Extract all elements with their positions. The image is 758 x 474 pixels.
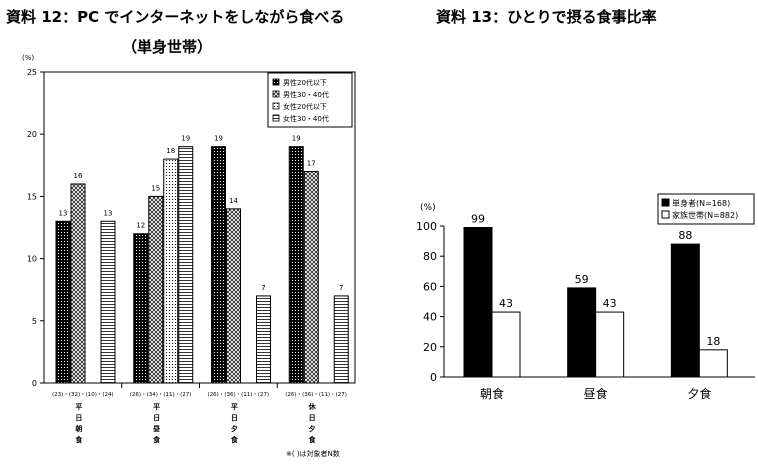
legend-swatch	[272, 90, 280, 98]
x-category-label: 平	[75, 403, 82, 411]
x-category-label: 食	[308, 435, 317, 444]
x-category-label: 夕	[309, 424, 316, 433]
bar	[567, 287, 597, 378]
bar	[595, 311, 625, 378]
y-axis-label: (%)	[420, 203, 436, 213]
y-tick-label: 25	[27, 68, 37, 77]
bar-value-label: 43	[603, 297, 617, 310]
bar-value-label: 18	[706, 335, 720, 348]
x-category-label: 食	[152, 435, 161, 444]
bar-value-label: 16	[74, 172, 83, 180]
bar	[178, 146, 194, 384]
left-bar-chart: (%)0510152025131613(23)・(32)・(10)・(24)平日…	[22, 54, 356, 444]
bar	[100, 220, 116, 384]
x-n-counts: (23)・(32)・(10)・(24)	[52, 392, 114, 398]
x-category-label: 朝食	[480, 386, 504, 401]
x-category-label: 日	[153, 414, 160, 422]
x-category-label: 昼食	[584, 386, 608, 401]
x-category-label: 平	[153, 403, 160, 411]
left-chart-footnote: ※( )は対象者N数	[286, 450, 340, 458]
x-category-label: 日	[75, 414, 82, 422]
legend-box	[657, 193, 755, 225]
y-tick-label: 0	[32, 379, 37, 388]
bar	[463, 227, 493, 378]
legend-swatch	[272, 78, 280, 86]
bar-value-label: 13	[59, 209, 68, 217]
legend-label: 単身者(N=168)	[672, 198, 730, 208]
legend-swatch	[272, 114, 280, 122]
legend-swatch	[272, 102, 280, 110]
bar	[698, 349, 728, 378]
x-n-counts: (26)・(34)・(11)・(27)	[130, 392, 192, 398]
legend-box	[267, 72, 353, 128]
bar-value-label: 43	[499, 297, 513, 310]
bar-value-label: 14	[229, 197, 238, 205]
y-tick-label: 20	[423, 341, 437, 354]
legend-label: 家族世帯(N=882)	[672, 210, 738, 220]
bar	[226, 208, 241, 384]
bar-value-label: 17	[307, 160, 316, 168]
y-tick-label: 40	[423, 311, 437, 324]
bar	[670, 243, 700, 378]
bar-value-label: 19	[181, 135, 190, 143]
bar	[303, 171, 319, 384]
x-category-label: 夕	[231, 424, 238, 433]
x-n-counts: (26)・(36)・(11)・(27)	[208, 392, 270, 398]
bar	[133, 233, 149, 384]
y-tick-label: 5	[32, 317, 37, 326]
x-category-label: 日	[231, 414, 238, 422]
bar-value-label: 19	[214, 135, 223, 143]
left-chart-subtitle: （単身世帯）	[122, 38, 213, 56]
y-tick-label: 15	[27, 192, 37, 201]
bar	[211, 146, 226, 384]
legend-swatch	[661, 210, 670, 219]
legend-label: 男性30・40代	[283, 90, 329, 99]
bar	[288, 146, 304, 384]
bar	[55, 220, 71, 384]
y-axis-label: (%)	[22, 54, 34, 62]
x-category-label: 朝	[75, 424, 82, 433]
y-tick-label: 100	[416, 220, 437, 233]
bar-value-label: 88	[678, 229, 692, 242]
left-chart-title: 資料 12：PC でインターネットをしながら食べる	[6, 8, 345, 26]
bar-value-label: 59	[575, 273, 589, 286]
y-tick-label: 0	[430, 371, 437, 384]
bar-value-label: 7	[339, 284, 343, 292]
y-tick-label: 20	[27, 130, 37, 139]
bar-value-label: 15	[151, 184, 160, 192]
bar	[491, 311, 521, 378]
x-n-counts: (26)・(36)・(11)・(27)	[285, 392, 347, 398]
legend-swatch	[661, 198, 670, 207]
x-category-label: 日	[309, 414, 316, 422]
x-category-label: 食	[230, 435, 239, 444]
bar	[256, 295, 271, 384]
bar-value-label: 7	[261, 284, 265, 292]
x-category-label: 休	[308, 402, 317, 411]
x-category-label: 平	[231, 403, 238, 411]
x-category-label: 食	[74, 435, 83, 444]
bar-value-label: 19	[292, 135, 301, 143]
bar-value-label: 18	[166, 147, 175, 155]
bar	[148, 195, 164, 384]
y-tick-label: 80	[423, 250, 437, 263]
bar-value-label: 13	[104, 209, 113, 217]
bar	[333, 295, 349, 384]
legend-label: 女性20代以下	[283, 102, 327, 111]
bar	[163, 158, 179, 384]
bar	[70, 183, 86, 384]
right-bar-chart: (%) 0 20 40 60 80 100 99 43 朝食 59 43 昼食 88 18 夕食 単身者(N=1…	[416, 193, 755, 401]
legend-label: 女性30・40代	[283, 114, 329, 123]
legend-label: 男性20代以下	[283, 78, 327, 87]
x-category-label: 昼	[152, 424, 161, 433]
x-category-label: 夕食	[687, 386, 711, 401]
y-tick-label: 60	[423, 280, 437, 293]
right-chart-title: 資料 13：ひとりで摂る食事比率	[436, 8, 657, 26]
bar-value-label: 99	[471, 213, 485, 226]
bar-value-label: 12	[136, 222, 145, 230]
y-tick-label: 10	[27, 255, 37, 264]
